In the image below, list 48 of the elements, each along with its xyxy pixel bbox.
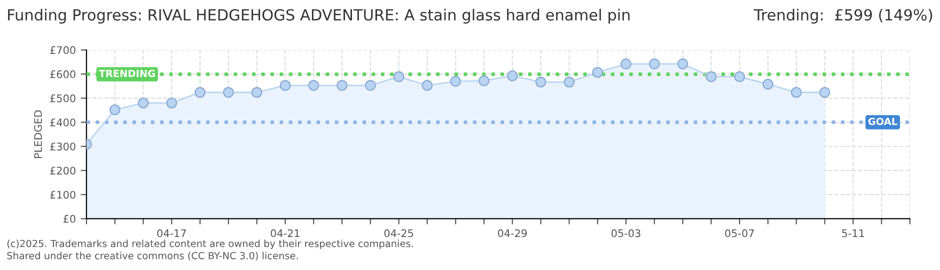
point: [734, 71, 745, 82]
point: [251, 86, 262, 98]
point: [819, 86, 830, 98]
point: [138, 98, 149, 108]
point: [422, 80, 433, 91]
point: [592, 66, 603, 78]
x-tick-label: 5-11: [842, 229, 864, 238]
point: [336, 80, 348, 91]
point: [677, 58, 688, 70]
ref-line-label: TRENDING: [98, 70, 155, 78]
point: [706, 71, 717, 82]
point: [564, 76, 575, 88]
point: [535, 76, 546, 88]
y-tick-label: £500: [50, 94, 76, 102]
chart-title: Funding Progress: RIVAL HEDGEHOGS ADVENTURE: A stain glass hard enamel pin: [8, 8, 630, 24]
point: [280, 80, 291, 91]
point: [109, 104, 120, 116]
point: [478, 75, 490, 86]
point: [762, 78, 774, 90]
y-tick-label: £0: [63, 214, 76, 223]
point: [365, 80, 376, 91]
point: [648, 58, 660, 70]
y-tick-label: £100: [50, 190, 76, 199]
y-tick-label: £600: [50, 70, 76, 78]
point: [393, 71, 404, 82]
point: [506, 70, 518, 82]
y-tick-label: £700: [50, 46, 76, 54]
y-tick-label: £400: [50, 118, 76, 126]
point: [166, 98, 178, 108]
point: [620, 58, 632, 70]
y-tick-label: £300: [50, 142, 76, 150]
point: [450, 76, 462, 87]
chart-subtitle: Trending: £599 (149%): [754, 8, 932, 24]
point: [223, 86, 234, 98]
ref-line-label: GOAL: [868, 118, 898, 126]
point: [790, 86, 802, 98]
text: Shared under the creative commons (CC BY-NC 3.0) license.: [7, 252, 298, 260]
x-tick-label: 04-29: [498, 229, 527, 238]
point: [308, 80, 320, 91]
x-tick-label: 04-25: [384, 229, 414, 238]
y-axis-title: PLEDGED: [34, 110, 42, 158]
x-tick-label: 05-03: [612, 229, 640, 238]
x-tick-label: 04-21: [270, 229, 300, 238]
text: (c)2025. Trademarks and related content are owned by their respective companies.: [7, 240, 413, 250]
y-tick-label: £200: [50, 166, 76, 175]
x-tick-label: 05-07: [725, 229, 754, 238]
point: [194, 86, 206, 98]
x-tick-label: 04-17: [157, 229, 186, 238]
